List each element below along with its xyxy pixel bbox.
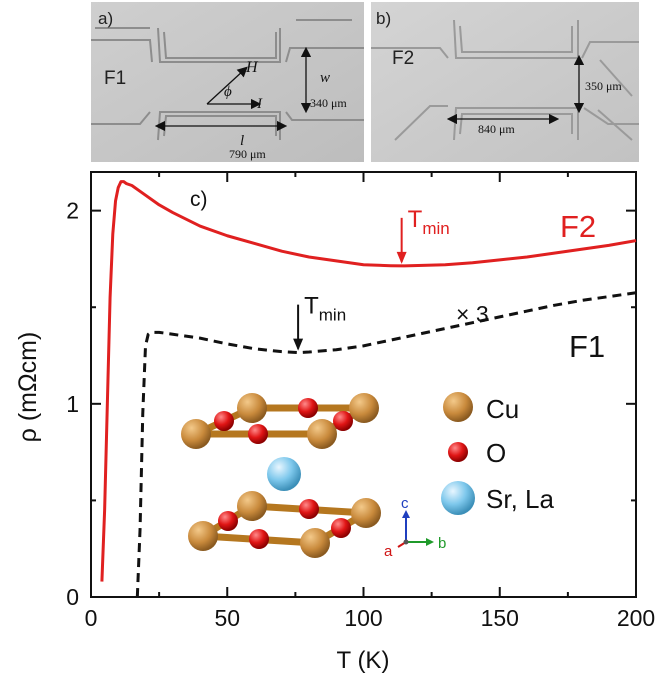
cu-atom	[349, 393, 379, 423]
o-atom	[248, 424, 268, 444]
x-tick-label: 0	[85, 605, 98, 631]
length-value: 790 μm	[229, 147, 266, 161]
sample-f1-label: F1	[104, 68, 126, 89]
axes-origin	[403, 539, 409, 545]
tmin-label-f2: Tmin	[408, 206, 450, 238]
legend-o-label: O	[486, 438, 506, 468]
legend-o-marker	[448, 442, 468, 462]
sample-f2-label: F2	[392, 48, 414, 69]
cu-atom	[237, 491, 267, 521]
angle-label: ϕ	[224, 84, 232, 100]
o-atom	[299, 499, 319, 519]
x-tick-label: 100	[344, 605, 382, 631]
y-tick-label: 0	[66, 584, 79, 610]
legend-sr-la-label: Sr, La	[486, 484, 554, 514]
tmin-arrowhead-f2	[396, 251, 407, 264]
o-atom	[218, 511, 238, 531]
current-label: I	[256, 96, 263, 112]
legend-cu-marker	[443, 392, 473, 422]
tmin-label-f1: Tmin	[304, 293, 346, 325]
width-value: 340 μm	[310, 96, 347, 110]
axis-c-label: c	[401, 495, 409, 512]
cu-atom	[307, 419, 337, 449]
y-tick-label: 1	[66, 391, 79, 417]
x-tick-label: 150	[481, 605, 519, 631]
y-tick-label: 2	[66, 198, 79, 224]
sr-la-atom	[267, 457, 301, 491]
length-value-b: 840 μm	[478, 122, 515, 136]
panel-b-micrograph: b) F2 350 μm 840 μm	[371, 2, 639, 162]
cu-atom	[237, 393, 267, 423]
cu-atom	[181, 419, 211, 449]
x-axis-title: T (K)	[337, 647, 390, 674]
series-label-f2: F2	[560, 209, 596, 244]
crystal-structure-inset: c b a Cu O Sr, La	[181, 392, 554, 560]
o-atom	[298, 398, 318, 418]
y-axis-title: ρ (mΩcm)	[14, 332, 42, 443]
x-tick-label: 50	[214, 605, 240, 631]
b-axis-arrowhead	[426, 538, 434, 546]
c-axis-arrowhead	[402, 510, 410, 518]
panel-c-label: c)	[190, 188, 208, 211]
width-symbol: w	[320, 70, 330, 86]
legend-sr-la-marker	[441, 481, 475, 515]
panel-a-micrograph: a) F1 H ϕ I w 340 μm l 790 μm	[91, 2, 364, 162]
scale-factor-label: × 3	[456, 301, 489, 327]
axis-ticks: 0 50 100 150 200 0 1 2	[66, 172, 655, 631]
o-atom	[249, 529, 269, 549]
o-atom	[214, 411, 234, 431]
panel-a-label: a)	[98, 9, 113, 28]
hall-bar-f2	[371, 19, 639, 141]
x-tick-label: 200	[617, 605, 655, 631]
field-label: H	[245, 59, 259, 76]
width-value-b: 350 μm	[585, 79, 622, 93]
series-label-f1: F1	[569, 329, 605, 364]
cu-atom	[188, 521, 218, 551]
legend-cu-label: Cu	[486, 394, 519, 424]
panel-b-label: b)	[376, 9, 391, 28]
axis-a-label: a	[384, 543, 393, 560]
data-series: Tmin F2 Tmin F1 × 3	[100, 180, 637, 598]
cu-atom	[351, 498, 381, 528]
tmin-arrowhead-f1	[293, 338, 304, 351]
series-line-f2	[100, 180, 637, 582]
plot-frame	[90, 171, 637, 598]
axis-b-label: b	[438, 535, 446, 552]
o-atom	[331, 518, 351, 538]
cu-atom	[300, 528, 330, 558]
length-symbol: l	[240, 133, 244, 149]
series-line-f1	[135, 291, 637, 598]
o-atom	[333, 411, 353, 431]
field-direction-arrow	[206, 66, 248, 105]
